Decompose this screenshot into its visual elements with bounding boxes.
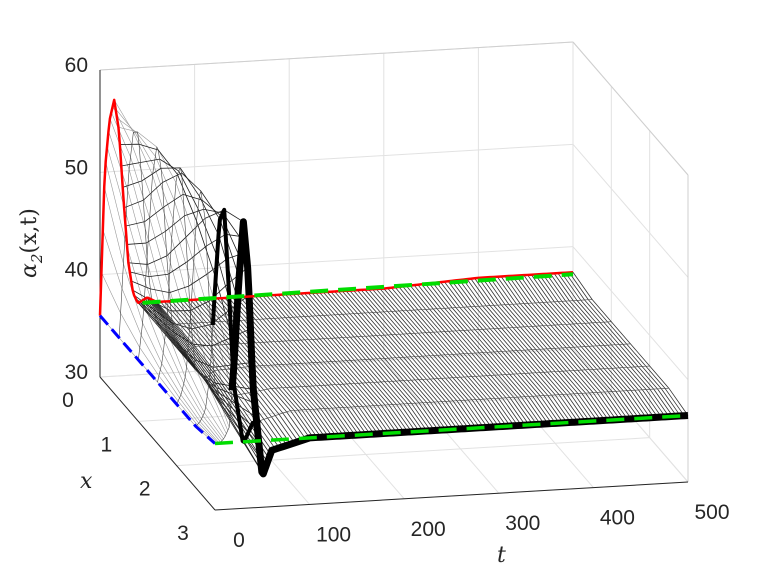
z-tick-label: 50 xyxy=(65,156,88,179)
mesh-line xyxy=(123,172,240,278)
z-axis-label: α2(x,t) xyxy=(17,208,46,278)
x-axis xyxy=(99,376,216,511)
mesh-line xyxy=(214,221,689,475)
t-axis-label: t xyxy=(497,543,506,568)
reference-line-front xyxy=(214,413,689,446)
t-tick-label: 200 xyxy=(411,518,446,541)
t-axis xyxy=(214,481,689,511)
grid-line xyxy=(572,246,689,380)
z-tick-label: 30 xyxy=(65,361,88,384)
box-edge xyxy=(99,41,574,71)
initial-condition-line xyxy=(98,314,216,445)
x-tick-label: 1 xyxy=(100,433,112,456)
ridge-line xyxy=(210,207,261,444)
surface-edges xyxy=(98,98,689,478)
z-tick-label: 40 xyxy=(65,259,88,282)
t-tick-label: 500 xyxy=(694,501,729,524)
mesh-line xyxy=(157,167,631,383)
z-tick-label: 60 xyxy=(65,54,88,77)
t-tick-label: 100 xyxy=(316,523,351,546)
grid-line xyxy=(99,246,574,276)
grid-line xyxy=(572,144,689,278)
reference-line-back xyxy=(142,272,574,305)
box-edge xyxy=(572,41,689,176)
x-axis-label: x xyxy=(80,469,93,494)
t-tick-label: 0 xyxy=(233,529,245,552)
mesh-line xyxy=(176,190,650,411)
front-surface-edge xyxy=(228,218,689,478)
t-tick-label: 300 xyxy=(505,512,540,535)
mesh-line xyxy=(138,146,612,360)
surface-mesh xyxy=(99,99,689,475)
x-tick-label: 2 xyxy=(139,478,151,501)
mesh-line xyxy=(118,131,593,338)
x-tick-label: 0 xyxy=(62,389,74,412)
t-tick-label: 400 xyxy=(600,507,635,530)
x-tick-label: 3 xyxy=(177,522,189,545)
